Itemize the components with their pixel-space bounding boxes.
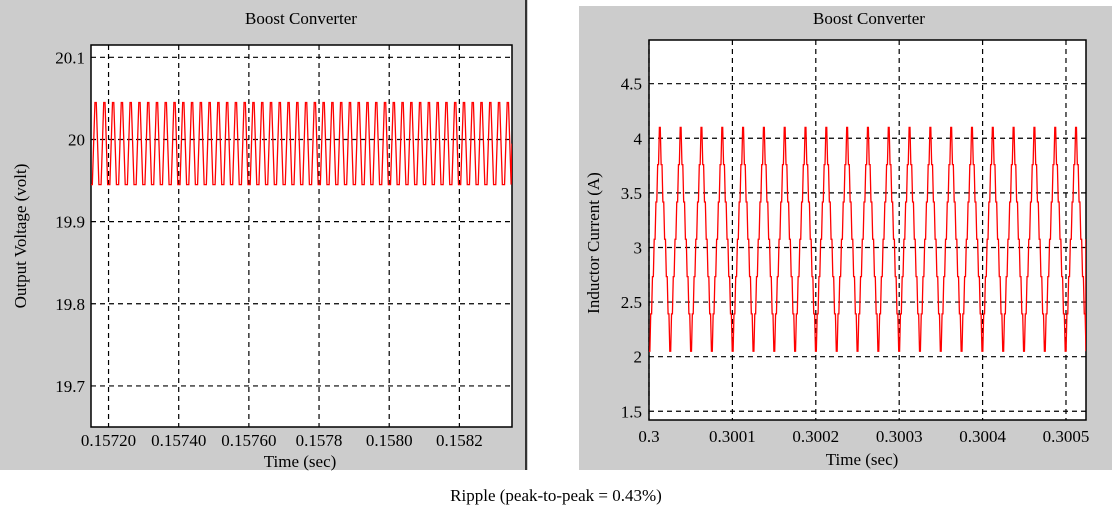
output-voltage-chart: Boost Converter Time (sec) Output Voltag… bbox=[0, 0, 528, 471]
x-axis-label: Time (sec) bbox=[264, 452, 337, 471]
x-tick-label: 0.1578 bbox=[296, 431, 343, 450]
y-tick-label: 19.9 bbox=[55, 213, 85, 232]
series-group bbox=[91, 101, 512, 186]
chart-title: Boost Converter bbox=[245, 9, 357, 28]
chart-title: Boost Converter bbox=[813, 9, 925, 28]
series-line bbox=[649, 126, 1086, 352]
x-tick-labels: 0.3 0.3001 0.3002 0.3003 0.3004 0.3005 bbox=[638, 427, 1089, 446]
plot-area bbox=[648, 39, 1087, 421]
x-tick-labels: 0.15720 0.15740 0.15760 0.1578 0.1580 0.1582 bbox=[81, 431, 483, 450]
x-tick-label: 0.1580 bbox=[366, 431, 413, 450]
y-tick-label: 2 bbox=[634, 348, 643, 367]
y-tick-label: 20.1 bbox=[55, 48, 85, 67]
x-tick-label: 0.3002 bbox=[792, 427, 839, 446]
inductor-current-chart: Boost Converter Time (sec) Inductor Curr… bbox=[579, 6, 1112, 470]
x-tick-label: 0.15760 bbox=[221, 431, 276, 450]
grid-lines bbox=[91, 45, 512, 427]
x-tick-label: 0.15740 bbox=[151, 431, 206, 450]
x-tick-label: 0.3001 bbox=[709, 427, 756, 446]
x-tick-label: 0.3003 bbox=[876, 427, 923, 446]
figure-caption: Ripple (peak-to-peak = 0.43%) bbox=[450, 486, 662, 505]
x-axis-label: Time (sec) bbox=[826, 450, 899, 469]
y-tick-labels: 1.5 2 2.5 3 3.5 4 4.5 bbox=[621, 75, 643, 422]
y-tick-label: 3 bbox=[634, 238, 643, 257]
y-tick-label: 3.5 bbox=[621, 184, 642, 203]
y-axis-label: Output Voltage (volt) bbox=[11, 164, 30, 309]
y-tick-label: 19.7 bbox=[55, 377, 85, 396]
x-tick-label: 0.3 bbox=[638, 427, 659, 446]
plot-area bbox=[90, 44, 513, 428]
x-tick-label: 0.3004 bbox=[959, 427, 1006, 446]
y-tick-labels: 19.7 19.8 19.9 20 20.1 bbox=[55, 48, 85, 396]
y-tick-label: 20 bbox=[68, 130, 85, 149]
x-tick-label: 0.15720 bbox=[81, 431, 136, 450]
y-tick-label: 4 bbox=[634, 129, 643, 148]
series-group bbox=[649, 126, 1086, 352]
y-axis-label: Inductor Current (A) bbox=[584, 172, 603, 314]
y-tick-label: 4.5 bbox=[621, 75, 642, 94]
y-tick-label: 19.8 bbox=[55, 295, 85, 314]
x-tick-label: 0.3005 bbox=[1043, 427, 1090, 446]
y-tick-label: 1.5 bbox=[621, 402, 642, 421]
series-line bbox=[91, 101, 512, 186]
x-tick-label: 0.1582 bbox=[436, 431, 483, 450]
y-tick-label: 2.5 bbox=[621, 293, 642, 312]
